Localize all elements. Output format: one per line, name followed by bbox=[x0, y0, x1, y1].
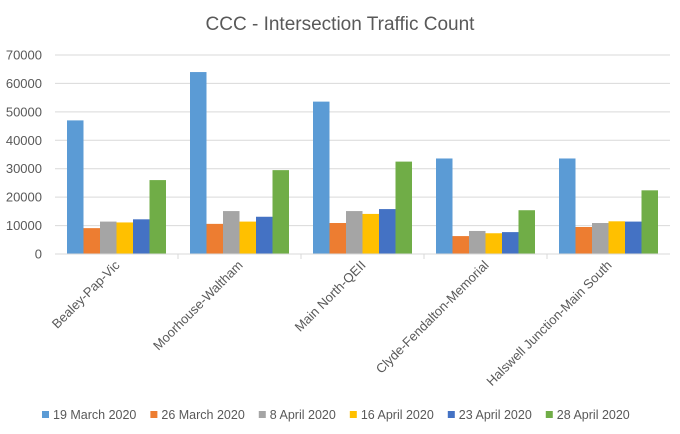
legend-label: 23 April 2020 bbox=[459, 408, 532, 422]
category-label: Main North-QEII bbox=[292, 258, 369, 335]
y-tick-label: 40000 bbox=[6, 133, 42, 148]
legend-swatch bbox=[349, 411, 357, 418]
legend-swatch bbox=[258, 411, 266, 418]
category-label: Moorhouse-Waltham bbox=[150, 258, 246, 354]
legend-label: 16 April 2020 bbox=[361, 408, 434, 422]
legend-swatch bbox=[447, 411, 455, 418]
x-axis: Bealey-Pap-Vic Moorhouse-Waltham Main Nort… bbox=[49, 253, 670, 389]
legend-label: 8 April 2020 bbox=[270, 408, 336, 422]
bar bbox=[575, 226, 592, 254]
legend-swatch bbox=[42, 411, 49, 418]
bar bbox=[223, 211, 240, 254]
bar bbox=[641, 190, 658, 254]
y-tick-label: 0 bbox=[35, 247, 42, 262]
bar bbox=[83, 228, 100, 254]
y-tick-label: 70000 bbox=[6, 48, 42, 63]
legend-label: 26 March 2020 bbox=[161, 408, 244, 422]
bar bbox=[149, 180, 166, 254]
bar bbox=[67, 120, 84, 254]
bar bbox=[592, 223, 609, 254]
bar bbox=[502, 232, 519, 254]
bar bbox=[346, 211, 363, 254]
category-label: Halswell Junction-Main South bbox=[483, 258, 614, 389]
bar bbox=[469, 230, 486, 254]
y-tick-label: 10000 bbox=[6, 218, 42, 233]
bar bbox=[272, 170, 289, 254]
legend-swatch bbox=[545, 411, 553, 418]
bar bbox=[239, 221, 256, 254]
bar bbox=[436, 158, 453, 254]
bar bbox=[395, 161, 412, 254]
bar bbox=[329, 223, 346, 254]
chart-title: CCC - Intersection Traffic Count bbox=[206, 14, 476, 35]
category-label: Bealey-Pap-Vic bbox=[49, 257, 123, 331]
bar bbox=[518, 210, 535, 254]
bar bbox=[485, 233, 502, 254]
bar bbox=[116, 222, 133, 254]
category-label: Clyde-Fendalton-Memorial bbox=[373, 257, 492, 376]
bar bbox=[608, 221, 625, 254]
bar bbox=[362, 213, 379, 254]
legend-label: 19 March 2020 bbox=[53, 408, 136, 422]
bar bbox=[256, 216, 273, 254]
bar bbox=[100, 221, 117, 254]
y-tick-label: 20000 bbox=[6, 190, 42, 205]
legend: 19 March 2020 26 March 2020 8 April 2020 16… bbox=[42, 408, 630, 422]
bar bbox=[625, 221, 642, 254]
bars bbox=[67, 72, 658, 254]
y-axis: 0 10000 20000 30000 40000 50000 60000 70000 bbox=[6, 48, 42, 262]
bar bbox=[133, 219, 150, 254]
bar bbox=[190, 72, 207, 254]
y-tick-label: 50000 bbox=[6, 104, 42, 119]
bar bbox=[452, 236, 469, 254]
legend-swatch bbox=[150, 411, 158, 418]
y-tick-label: 30000 bbox=[6, 161, 42, 176]
bar bbox=[206, 223, 223, 254]
bar bbox=[379, 209, 396, 254]
bar bbox=[559, 158, 576, 254]
y-tick-label: 60000 bbox=[6, 76, 42, 91]
bar bbox=[313, 101, 330, 254]
legend-label: 28 April 2020 bbox=[557, 408, 630, 422]
